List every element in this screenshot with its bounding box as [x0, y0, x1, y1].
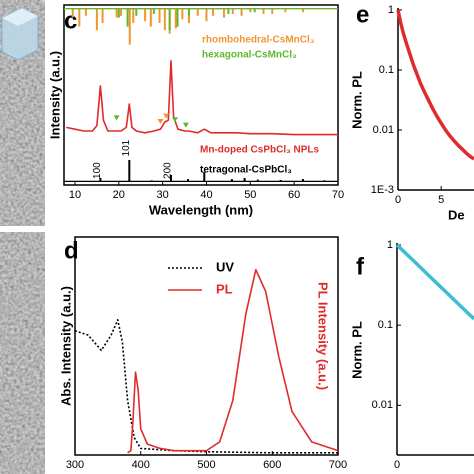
tem-image-bottom	[0, 232, 45, 474]
x-tick-label: 0	[395, 194, 401, 206]
series-label: rhombohedral-CsMnCl₃	[202, 35, 315, 46]
x-tick-label: 20	[113, 189, 125, 201]
series-line	[395, 243, 474, 321]
x-tick-label: 50	[244, 189, 256, 201]
y-axis-label: Intensity (a.u.)	[47, 51, 62, 139]
peak-index: 101	[121, 139, 132, 156]
x-tick-label: 40	[200, 189, 212, 201]
y-tick-label: 0.1	[378, 319, 393, 331]
x-tick-label: 60	[288, 189, 300, 201]
x-tick-label: 70	[332, 189, 344, 201]
peak-marker	[163, 113, 170, 119]
y-axis-label: Norm. PL	[349, 71, 364, 129]
panel-label: f	[356, 253, 365, 280]
series-line	[396, 9, 474, 161]
series-line	[74, 319, 338, 454]
x-axis-label: D	[447, 472, 456, 474]
x-tick-label: 400	[132, 459, 150, 471]
y-axis-label: Abs. Intensity (a.u.)	[58, 286, 73, 406]
y-tick-label: 1	[387, 239, 393, 251]
y-tick-label: 1	[388, 4, 394, 16]
x-axis-label: Wavelength (nm)	[149, 202, 253, 217]
x-tick-label: 300	[66, 459, 84, 471]
series-line	[66, 60, 338, 136]
series-label: Mn-doped CsPbCl₃ NPLs	[200, 145, 320, 156]
series-label: tetragonal-CsPbCl₃	[200, 165, 292, 176]
x-tick-label: 700	[329, 459, 347, 471]
x-tick-label: 30	[157, 189, 169, 201]
panel: d 300 400 500 600 700 Wavelength (nm) Abs. Inte…	[58, 236, 347, 474]
x-tick-label: 5	[438, 194, 444, 206]
plot-frame	[63, 4, 339, 186]
x-axis-label: Wavelength (nm)	[154, 472, 258, 474]
peak-marker	[113, 115, 120, 121]
legend-label: UV	[216, 259, 234, 274]
legend-label: PL	[216, 281, 233, 296]
series-label: hexagonal-CsMnCl₃	[202, 50, 297, 61]
y-tick-label: 0.1	[379, 64, 394, 76]
panel-label: c	[64, 7, 77, 34]
x-axis-label: De	[448, 207, 465, 222]
y-axis-label: Norm. PL	[349, 321, 364, 379]
tem-image-top	[0, 0, 45, 226]
panel-label: d	[64, 237, 79, 264]
x-tick-label: 0	[394, 459, 400, 471]
peak-index: 100	[92, 162, 103, 179]
panel: c 10 20 30 40 50 60 70 Wavelength (nm) Intensity …	[47, 4, 344, 217]
y-tick-label: 0.01	[372, 399, 393, 411]
peak-marker	[157, 119, 164, 124]
panel: e 0 5 1 0.1 0.01 1E-3 De Norm. PL	[349, 1, 474, 222]
series-line	[127, 268, 339, 454]
panel: f 0 1 0.1 0.01 D Norm. PL	[349, 239, 474, 474]
x-tick-label: 600	[263, 459, 281, 471]
peak-marker	[171, 117, 178, 123]
peak-index: 200	[163, 162, 174, 179]
peak-marker	[182, 122, 189, 128]
y2-axis-label: PL Intensity (a.u.)	[316, 282, 331, 390]
x-tick-label: 10	[69, 189, 81, 201]
y-tick-label: 0.01	[373, 124, 394, 136]
y-tick-label: 1E-3	[371, 184, 394, 196]
x-tick-label: 500	[197, 459, 215, 471]
panel-label: e	[356, 1, 369, 28]
